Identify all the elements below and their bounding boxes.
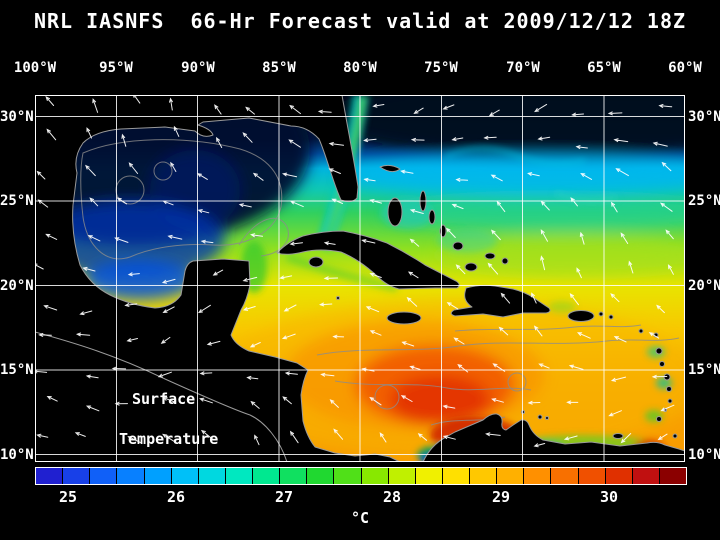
- wind-vector-arrows: [35, 95, 675, 448]
- sst-large-features: [35, 95, 685, 460]
- pacific-coastline: [35, 331, 288, 462]
- figure-title: NRL IASNFS 66-Hr Forecast valid at 2009/…: [33, 9, 687, 33]
- lon-tick-label: 90°W: [181, 60, 215, 76]
- colorbar-segment: [171, 468, 199, 484]
- colorbar-segment: [334, 468, 362, 484]
- lat-tick-label: 10°N: [688, 447, 720, 463]
- colorbar-segment: [280, 468, 308, 484]
- colorbar-segment: [144, 468, 172, 484]
- lat-tick-label: 20°N: [688, 278, 720, 294]
- colorbar-tick: 27: [274, 488, 294, 506]
- colorbar-segment: [442, 468, 470, 484]
- lesser-antilles-islands: [336, 296, 678, 439]
- colorbar-segment: [605, 468, 633, 484]
- colorbar-tick: 25: [58, 488, 78, 506]
- south-america-land: [422, 413, 685, 462]
- overlay-label-line1: Surface: [132, 390, 195, 408]
- lat-tick-label: 25°N: [688, 193, 720, 209]
- temperature-colorbar: [35, 467, 687, 485]
- lat-tick-label: 20°N: [0, 278, 34, 294]
- lon-tick-label: 70°W: [506, 60, 540, 76]
- isla-juventud: [308, 256, 324, 268]
- colorbar-segment: [388, 468, 416, 484]
- colorbar-segment: [307, 468, 335, 484]
- lon-tick-label: 100°W: [13, 60, 57, 76]
- colorbar-segment: [253, 468, 281, 484]
- colorbar-segment: [524, 468, 552, 484]
- colorbar-segment: [117, 468, 145, 484]
- lat-tick-label: 30°N: [0, 109, 34, 125]
- lat-tick-label: 25°N: [0, 193, 34, 209]
- lat-tick-label: 15°N: [0, 362, 34, 378]
- grid-lines: [35, 95, 685, 462]
- colorbar-tick: 28: [382, 488, 402, 506]
- colorbar-segment: [225, 468, 253, 484]
- colorbar-unit: °C: [350, 509, 370, 527]
- puerto-rico-land: [567, 310, 595, 322]
- colorbar-segment: [361, 468, 389, 484]
- colorbar-tick: 26: [166, 488, 186, 506]
- lat-tick-label: 15°N: [688, 362, 720, 378]
- lat-tick-label: 30°N: [688, 109, 720, 125]
- colorbar-segment: [63, 468, 91, 484]
- colorbar-tick: 30: [599, 488, 619, 506]
- colorbar-segment: [198, 468, 226, 484]
- colorbar-segment: [470, 468, 498, 484]
- lon-tick-label: 75°W: [424, 60, 458, 76]
- colorbar-segment: [632, 468, 660, 484]
- lon-tick-label: 95°W: [99, 60, 133, 76]
- overlay-label-line2: Temperature: [119, 430, 218, 448]
- colorbar-segment: [36, 468, 64, 484]
- map-overlay-label: Surface Temperature: [119, 390, 218, 448]
- forecast-map: Surface Temperature: [35, 95, 685, 462]
- colorbar-segment: [659, 468, 686, 484]
- jamaica-land: [386, 311, 422, 325]
- lon-tick-label: 80°W: [343, 60, 377, 76]
- colorbar-segment: [551, 468, 579, 484]
- colorbar-tick: 29: [491, 488, 511, 506]
- colorbar-segment: [415, 468, 443, 484]
- lon-tick-label: 85°W: [262, 60, 296, 76]
- colorbar-segment: [497, 468, 525, 484]
- map-border: [35, 95, 685, 462]
- lat-tick-label: 10°N: [0, 447, 34, 463]
- lon-tick-label: 60°W: [668, 60, 702, 76]
- colorbar-segment: [578, 468, 606, 484]
- lon-tick-label: 65°W: [587, 60, 621, 76]
- colorbar-segment: [90, 468, 118, 484]
